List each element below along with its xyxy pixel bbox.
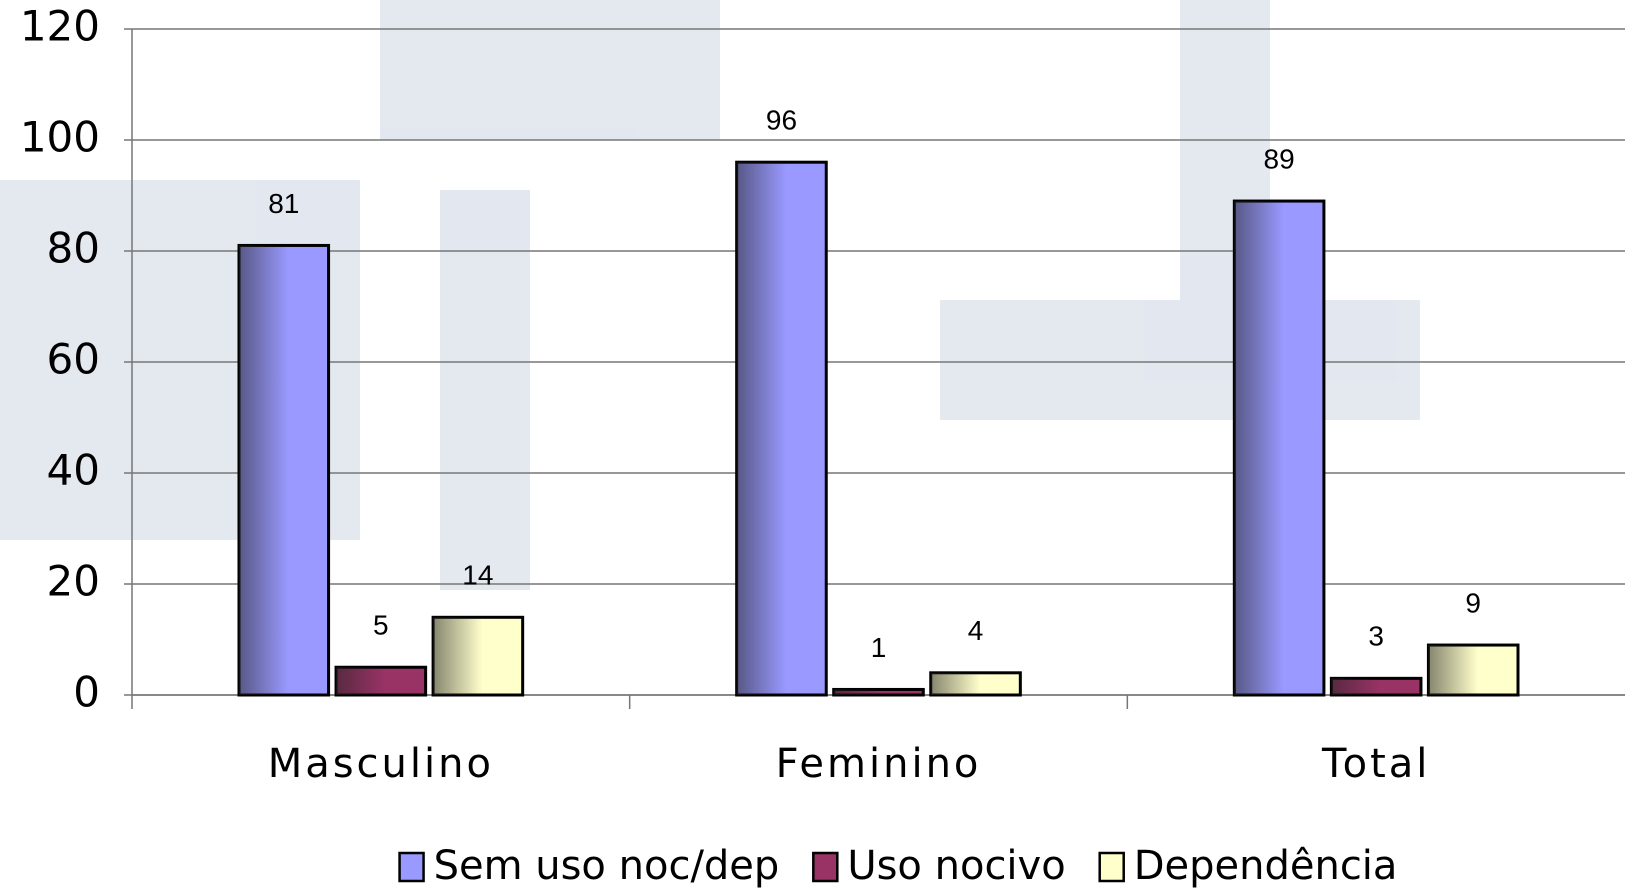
bar-shade bbox=[736, 162, 827, 695]
legend-item: Uso nocivo bbox=[812, 843, 1066, 889]
y-tick-label: 60 bbox=[47, 335, 100, 384]
x-tick-label: Feminino bbox=[776, 741, 982, 787]
watermark bbox=[0, 0, 1420, 590]
legend: Sem uso noc/dep Uso nocivo Dependência bbox=[398, 843, 1398, 889]
data-label: 9 bbox=[1465, 587, 1481, 618]
y-tick-label: 100 bbox=[20, 113, 100, 162]
bar-shade bbox=[930, 672, 1021, 695]
x-tick-label: Total bbox=[1321, 741, 1430, 787]
y-tick-label: 40 bbox=[47, 446, 100, 495]
legend-label: Sem uso noc/dep bbox=[434, 843, 780, 889]
legend-swatch bbox=[812, 851, 839, 883]
data-label: 3 bbox=[1368, 621, 1384, 652]
legend-swatch bbox=[1098, 851, 1125, 883]
x-tick-label: Masculino bbox=[268, 741, 494, 787]
y-tick-label: 20 bbox=[47, 557, 100, 606]
bar-shade bbox=[433, 617, 523, 695]
data-label: 1 bbox=[871, 632, 887, 663]
data-label: 89 bbox=[1264, 143, 1295, 174]
bar-shade bbox=[1331, 678, 1421, 695]
y-tick-label: 120 bbox=[20, 2, 100, 51]
bar-shade bbox=[336, 667, 426, 695]
bar-shade bbox=[1428, 645, 1519, 695]
y-tick-label: 80 bbox=[47, 224, 100, 273]
data-label: 96 bbox=[766, 105, 797, 136]
legend-item: Sem uso noc/dep bbox=[398, 843, 780, 889]
legend-label: Dependência bbox=[1134, 843, 1398, 889]
legend-swatch bbox=[398, 851, 425, 883]
data-label: 14 bbox=[462, 560, 493, 591]
legend-label: Uso nocivo bbox=[847, 843, 1065, 889]
data-label: 4 bbox=[968, 615, 984, 646]
legend-item: Dependência bbox=[1098, 843, 1398, 889]
bar-shade bbox=[833, 689, 924, 695]
y-tick-label: 0 bbox=[73, 668, 100, 717]
bar-shade bbox=[238, 245, 329, 695]
bar-shade bbox=[1234, 201, 1324, 696]
data-label: 81 bbox=[268, 188, 299, 219]
data-label: 5 bbox=[373, 610, 389, 641]
